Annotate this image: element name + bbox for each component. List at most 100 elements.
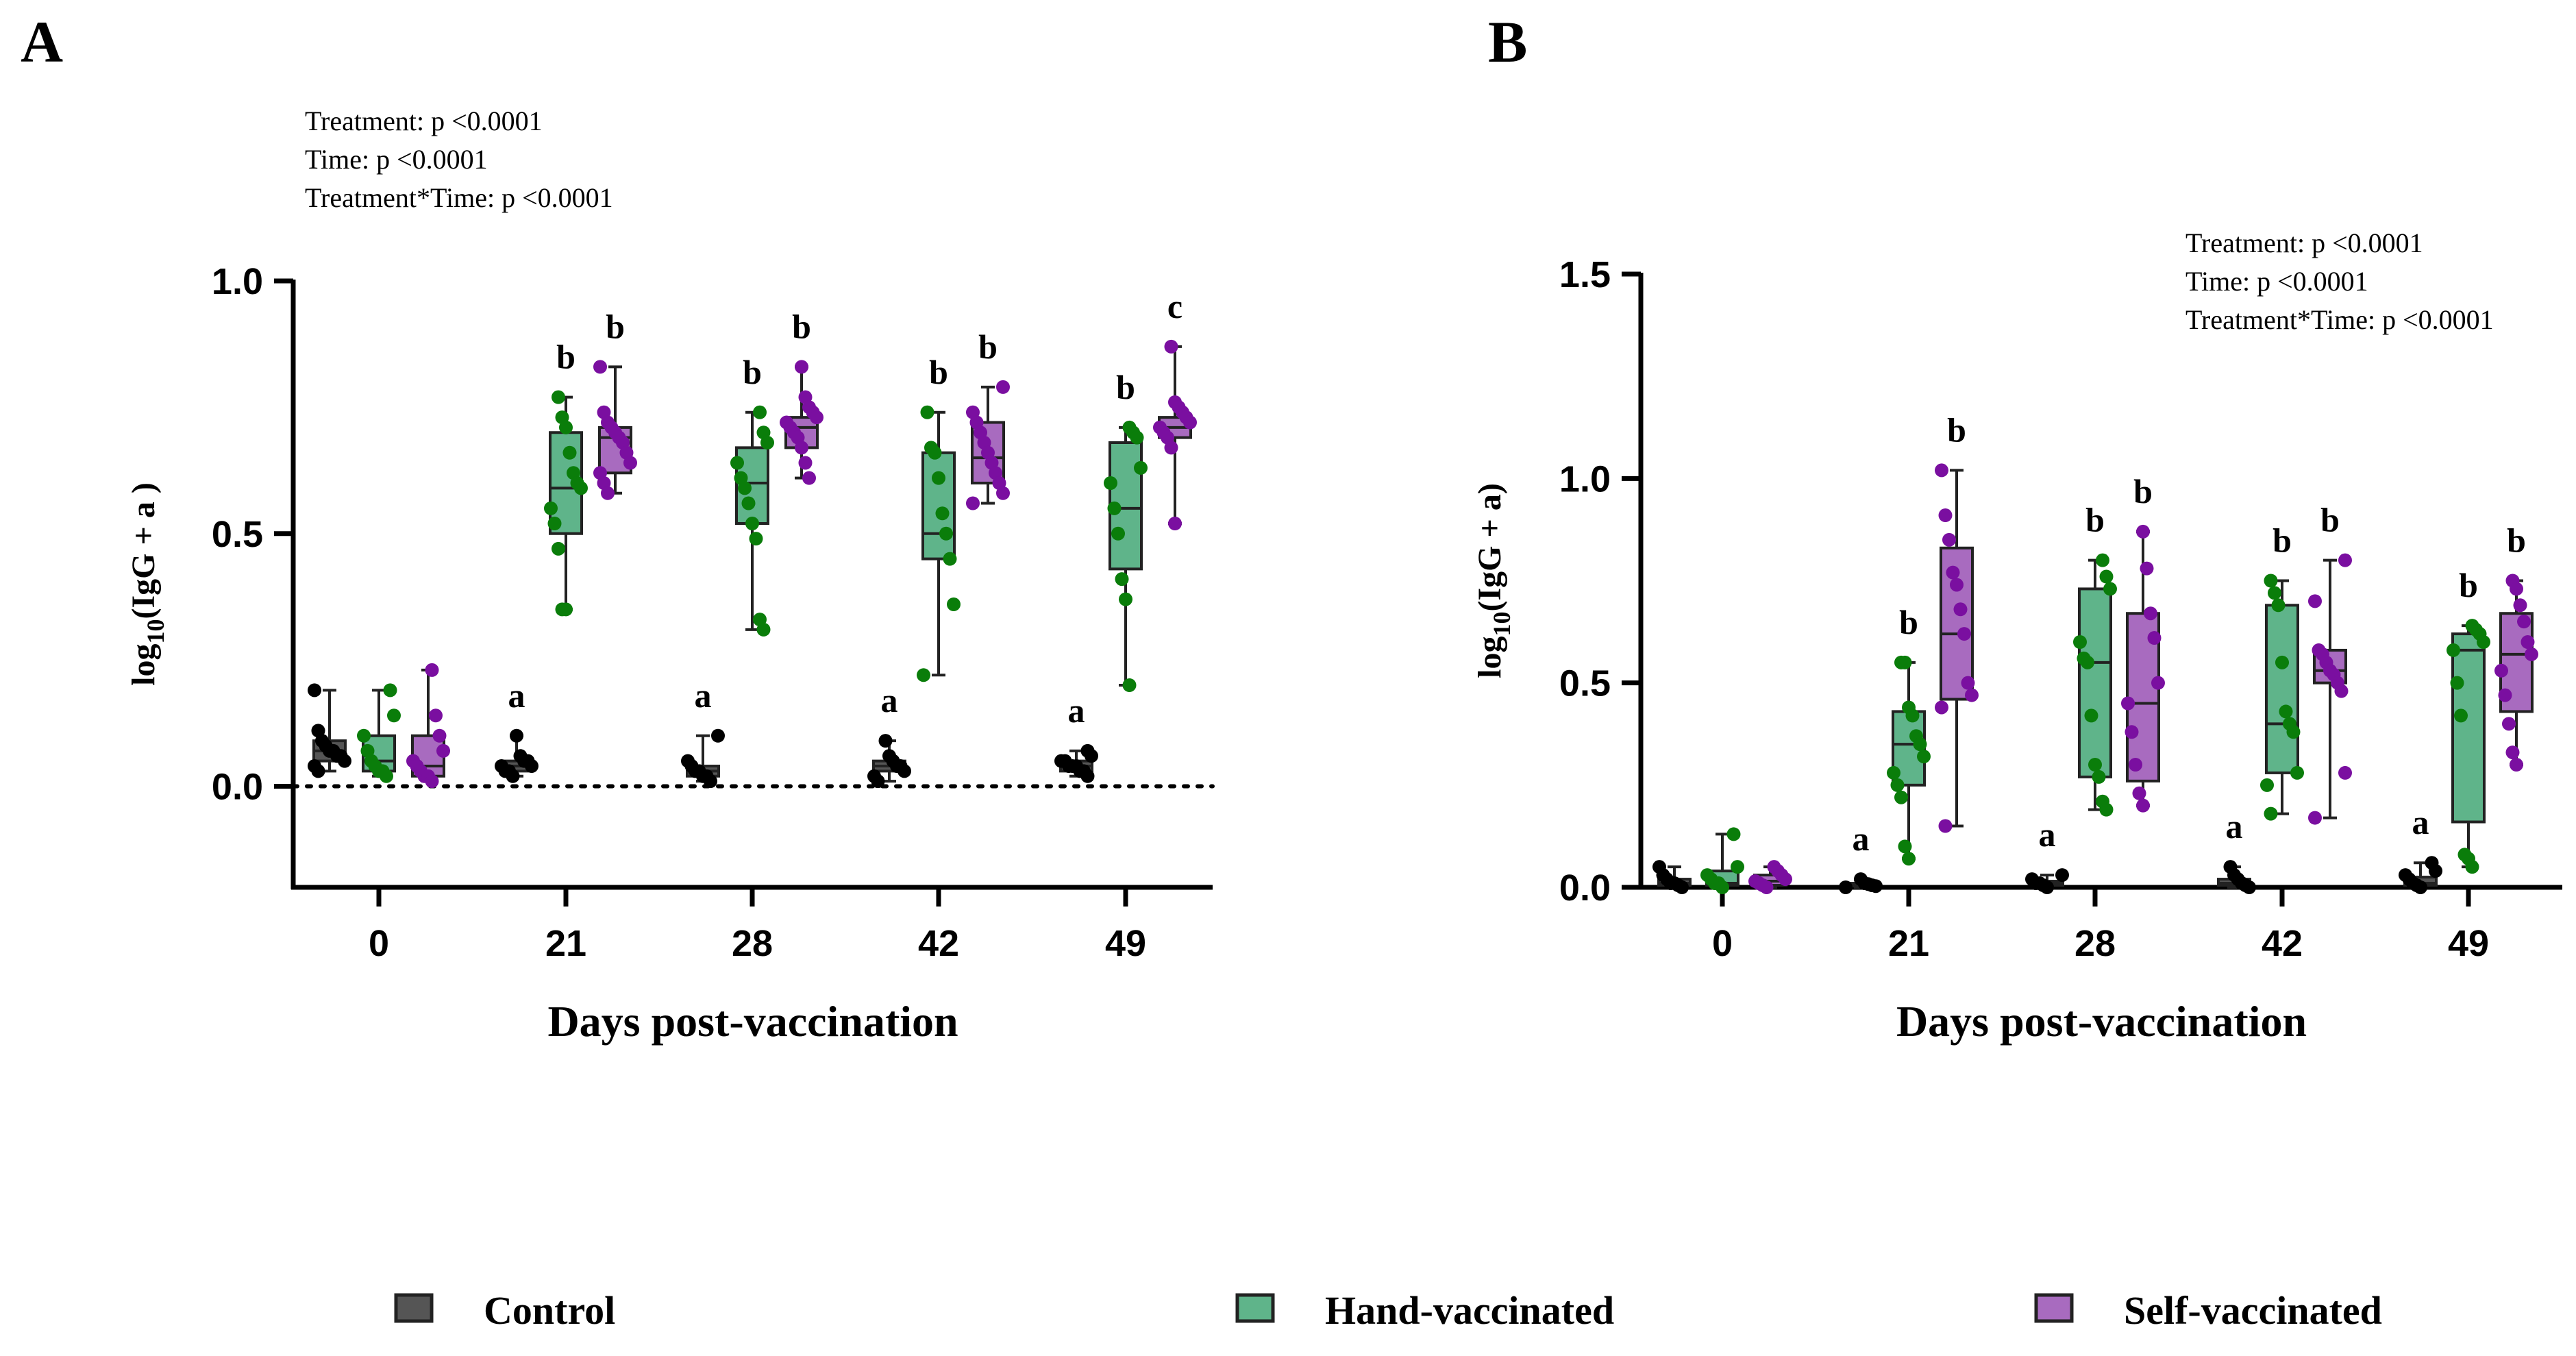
x-tick-label: 0	[369, 923, 389, 964]
data-point	[338, 754, 351, 768]
box-group: a	[495, 676, 538, 783]
data-point	[738, 481, 752, 495]
data-point	[601, 486, 615, 500]
data-point	[1905, 708, 1920, 723]
significance-label: a	[2412, 803, 2429, 841]
data-point	[1898, 839, 1912, 854]
box-group: b	[2260, 521, 2304, 821]
box-group	[308, 683, 351, 778]
legend-label: Control	[484, 1288, 615, 1333]
box-rect	[2078, 587, 2112, 778]
data-point	[802, 471, 816, 485]
data-point	[1887, 765, 1900, 780]
x-tick-label: 49	[1105, 923, 1146, 964]
data-point	[2275, 655, 2289, 669]
box-group: a	[2217, 807, 2256, 894]
data-point	[939, 526, 953, 541]
data-point	[2136, 524, 2150, 539]
data-point	[2521, 635, 2535, 649]
data-point	[1716, 880, 1729, 894]
data-point	[2129, 758, 2142, 772]
data-point	[947, 597, 961, 611]
data-point	[1950, 578, 1964, 592]
data-point	[1965, 688, 1979, 702]
data-point	[2498, 688, 2512, 702]
significance-label: a	[1068, 691, 1085, 730]
data-point	[2334, 684, 2349, 698]
box-rect	[2451, 632, 2486, 824]
significance-label: c	[1167, 287, 1182, 325]
stats-text: Treatment: p <0.0001	[305, 106, 543, 136]
significance-label: a	[2226, 807, 2243, 846]
data-point	[1957, 627, 1971, 641]
x-axis-label: Days post-vaccination	[547, 997, 958, 1046]
significance-label: a	[1853, 819, 1870, 858]
significance-label: b	[2272, 521, 2292, 560]
data-point	[2429, 864, 2442, 878]
data-point	[425, 774, 439, 789]
significance-label: b	[929, 353, 948, 391]
data-point	[2447, 643, 2460, 657]
data-point	[2140, 561, 2154, 576]
box-rect	[2265, 604, 2299, 774]
significance-label: b	[743, 353, 762, 391]
data-point	[544, 501, 558, 515]
box-group: b	[917, 353, 961, 682]
data-point	[2125, 725, 2139, 739]
data-point	[1130, 430, 1144, 445]
significance-label: b	[2133, 472, 2153, 510]
data-point	[2264, 806, 2278, 821]
y-tick-label: 1.0	[1559, 458, 1611, 500]
data-point	[510, 728, 523, 743]
x-tick-label: 28	[2075, 923, 2116, 964]
data-point	[1119, 592, 1132, 606]
data-point	[920, 405, 934, 419]
data-point	[730, 456, 744, 470]
data-point	[2513, 598, 2527, 613]
box-group: b	[544, 338, 588, 617]
data-point	[2151, 676, 2165, 690]
data-point	[2132, 786, 2146, 800]
data-point	[2081, 655, 2094, 669]
y-axis-label: log10(IgG + a)	[1472, 483, 1515, 678]
data-point	[2279, 704, 2293, 719]
data-point	[2286, 725, 2301, 739]
legend-swatch	[1235, 1293, 1275, 1323]
data-point	[932, 471, 945, 485]
data-point	[2055, 868, 2069, 883]
data-point	[704, 774, 717, 789]
significance-label: b	[1899, 603, 1918, 641]
data-point	[2040, 880, 2054, 894]
data-point	[1080, 769, 1095, 783]
x-tick-label: 21	[1888, 923, 1929, 964]
data-point	[1938, 819, 1953, 833]
data-point	[1898, 655, 1912, 669]
data-point	[562, 445, 577, 460]
data-point	[2525, 647, 2538, 661]
stats-text: Treatment*Time: p <0.0001	[305, 182, 613, 213]
significance-label: b	[978, 328, 998, 366]
data-point	[429, 708, 443, 723]
data-point	[935, 506, 950, 521]
data-point	[1085, 749, 1098, 763]
x-tick-label: 42	[2262, 923, 2303, 964]
box-group: b	[780, 307, 823, 485]
box-group: b	[730, 353, 774, 637]
data-point	[2465, 860, 2479, 874]
data-point	[753, 405, 767, 419]
data-point	[1122, 678, 1137, 692]
box-group: b	[966, 328, 1010, 510]
box-group: b	[1887, 603, 1931, 866]
data-point	[432, 728, 447, 743]
data-point	[2308, 811, 2322, 825]
y-tick-label: 0.0	[1559, 867, 1611, 909]
data-point	[357, 728, 371, 743]
data-point	[1935, 463, 1948, 478]
data-point	[559, 420, 573, 434]
data-point	[2477, 635, 2490, 649]
box-group: a	[2399, 803, 2442, 894]
box-group: b	[593, 307, 637, 500]
data-point	[2136, 798, 2150, 813]
data-point	[308, 683, 321, 698]
data-point	[1938, 508, 1953, 523]
